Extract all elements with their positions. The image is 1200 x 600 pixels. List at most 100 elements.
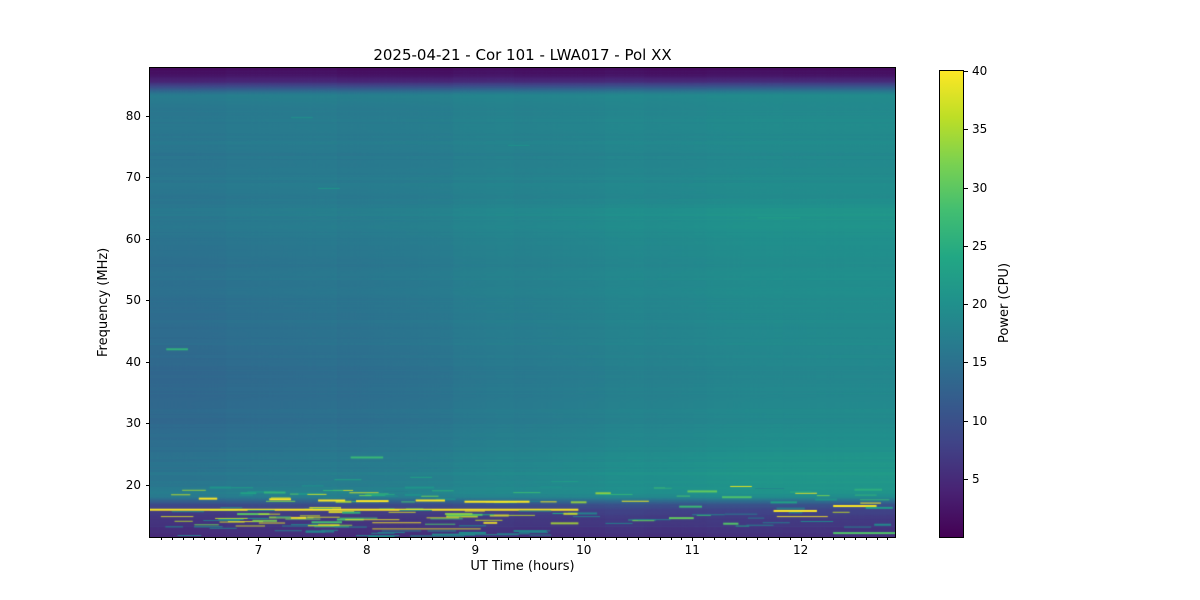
- x-minor-tick: [529, 537, 531, 540]
- colorbar-tick-label: 40: [972, 64, 988, 78]
- colorbar-tick: [964, 478, 968, 480]
- x-tick-label: 11: [684, 543, 700, 557]
- x-minor-tick: [551, 537, 553, 540]
- x-major-tick: [583, 537, 585, 541]
- x-minor-tick: [594, 537, 596, 540]
- x-minor-tick: [887, 537, 889, 540]
- x-minor-tick: [486, 537, 488, 540]
- x-tick-label: 8: [363, 543, 371, 557]
- colorbar-tick: [964, 71, 968, 72]
- x-minor-tick: [247, 537, 249, 540]
- x-minor-tick: [572, 537, 574, 540]
- x-minor-tick: [746, 537, 748, 540]
- colorbar-tick-label: 30: [972, 180, 988, 195]
- y-major-tick: [146, 300, 150, 302]
- x-minor-tick: [334, 537, 336, 540]
- y-tick-label: 40: [125, 354, 141, 369]
- y-major-tick: [146, 177, 150, 179]
- colorbar-tick-label: 15: [972, 355, 988, 370]
- x-minor-tick: [280, 537, 282, 540]
- x-minor-tick: [410, 537, 412, 540]
- x-minor-tick: [713, 537, 715, 540]
- spectrogram-canvas: [150, 68, 895, 537]
- x-minor-tick: [844, 537, 846, 540]
- x-minor-tick: [540, 537, 542, 540]
- x-minor-tick: [605, 537, 607, 540]
- x-minor-tick: [562, 537, 564, 540]
- colorbar-tick-label: 25: [972, 238, 988, 253]
- colorbar-tick: [964, 187, 968, 189]
- x-minor-tick: [616, 537, 618, 540]
- y-tick-label: 60: [125, 231, 141, 246]
- x-major-tick: [366, 537, 368, 541]
- y-axis-label: Frequency (MHz): [96, 247, 111, 357]
- colorbar-tick-label: 10: [972, 413, 988, 428]
- x-minor-tick: [421, 537, 423, 540]
- chart-title: 2025-04-21 - Cor 101 - LWA017 - Pol XX: [373, 46, 672, 64]
- x-major-tick: [475, 537, 477, 541]
- y-tick-label: 50: [125, 293, 141, 308]
- y-tick-label: 20: [125, 477, 141, 492]
- y-tick-label: 30: [125, 416, 141, 431]
- x-minor-tick: [453, 537, 455, 540]
- x-minor-tick: [518, 537, 520, 540]
- colorbar-tick-label: 35: [972, 122, 988, 137]
- y-major-tick: [146, 238, 150, 240]
- x-minor-tick: [507, 537, 509, 540]
- plot-area: [149, 67, 896, 538]
- x-minor-tick: [290, 537, 292, 540]
- x-minor-tick: [724, 537, 726, 540]
- x-minor-tick: [778, 537, 780, 540]
- x-minor-tick: [225, 537, 227, 540]
- x-minor-tick: [182, 537, 184, 540]
- x-minor-tick: [811, 537, 813, 540]
- x-tick-label: 9: [471, 543, 480, 557]
- y-tick-label: 70: [125, 170, 141, 185]
- colorbar: [939, 70, 964, 538]
- x-minor-tick: [323, 537, 325, 540]
- x-minor-tick: [388, 537, 390, 540]
- colorbar-label: Power (CPU): [997, 263, 1012, 344]
- x-minor-tick: [789, 537, 791, 540]
- x-minor-tick: [377, 537, 379, 540]
- x-minor-tick: [215, 537, 217, 540]
- y-major-tick: [146, 484, 150, 486]
- x-minor-tick: [670, 537, 672, 540]
- x-major-tick: [692, 537, 694, 541]
- x-minor-tick: [171, 537, 173, 540]
- colorbar-tick: [964, 362, 968, 364]
- colorbar-tick-label: 20: [972, 297, 988, 311]
- x-minor-tick: [269, 537, 271, 540]
- colorbar-tick: [964, 304, 968, 305]
- x-minor-tick: [431, 537, 433, 540]
- x-minor-tick: [822, 537, 824, 540]
- x-minor-tick: [876, 537, 878, 540]
- x-axis-label: UT Time (hours): [470, 559, 575, 574]
- x-minor-tick: [681, 537, 683, 540]
- y-major-tick: [146, 361, 150, 363]
- y-major-tick: [146, 115, 150, 117]
- x-minor-tick: [865, 537, 867, 540]
- x-minor-tick: [442, 537, 444, 540]
- x-minor-tick: [193, 537, 195, 540]
- x-minor-tick: [648, 537, 650, 540]
- x-tick-label: 10: [576, 543, 592, 557]
- colorbar-tick: [964, 245, 968, 247]
- x-minor-tick: [301, 537, 303, 540]
- x-minor-tick: [356, 537, 358, 540]
- colorbar-tick: [964, 420, 968, 422]
- colorbar-tick-label: 5: [972, 471, 980, 486]
- x-minor-tick: [703, 537, 705, 540]
- x-minor-tick: [854, 537, 856, 540]
- x-minor-tick: [345, 537, 347, 540]
- x-minor-tick: [757, 537, 759, 540]
- x-tick-label: 12: [793, 543, 809, 557]
- x-minor-tick: [659, 537, 661, 540]
- x-minor-tick: [399, 537, 401, 540]
- colorbar-tick: [964, 129, 968, 131]
- y-major-tick: [146, 423, 150, 425]
- x-minor-tick: [833, 537, 835, 540]
- y-tick-label: 80: [125, 108, 141, 123]
- x-minor-tick: [497, 537, 499, 540]
